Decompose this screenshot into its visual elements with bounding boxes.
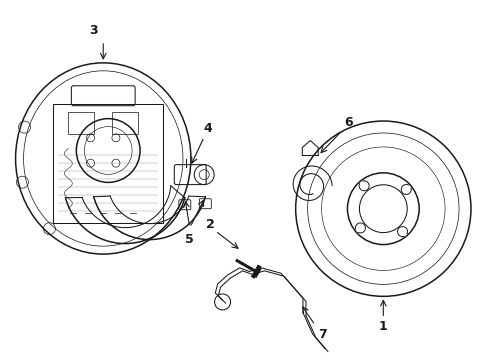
Text: 5: 5 <box>185 233 194 246</box>
Text: 2: 2 <box>205 218 214 231</box>
Text: 7: 7 <box>317 328 326 341</box>
Text: 3: 3 <box>89 24 98 37</box>
Bar <box>112 112 138 134</box>
Text: 6: 6 <box>343 116 352 129</box>
Bar <box>53 104 163 223</box>
Text: 4: 4 <box>203 122 212 135</box>
Text: 1: 1 <box>378 320 387 333</box>
Bar <box>68 112 94 134</box>
